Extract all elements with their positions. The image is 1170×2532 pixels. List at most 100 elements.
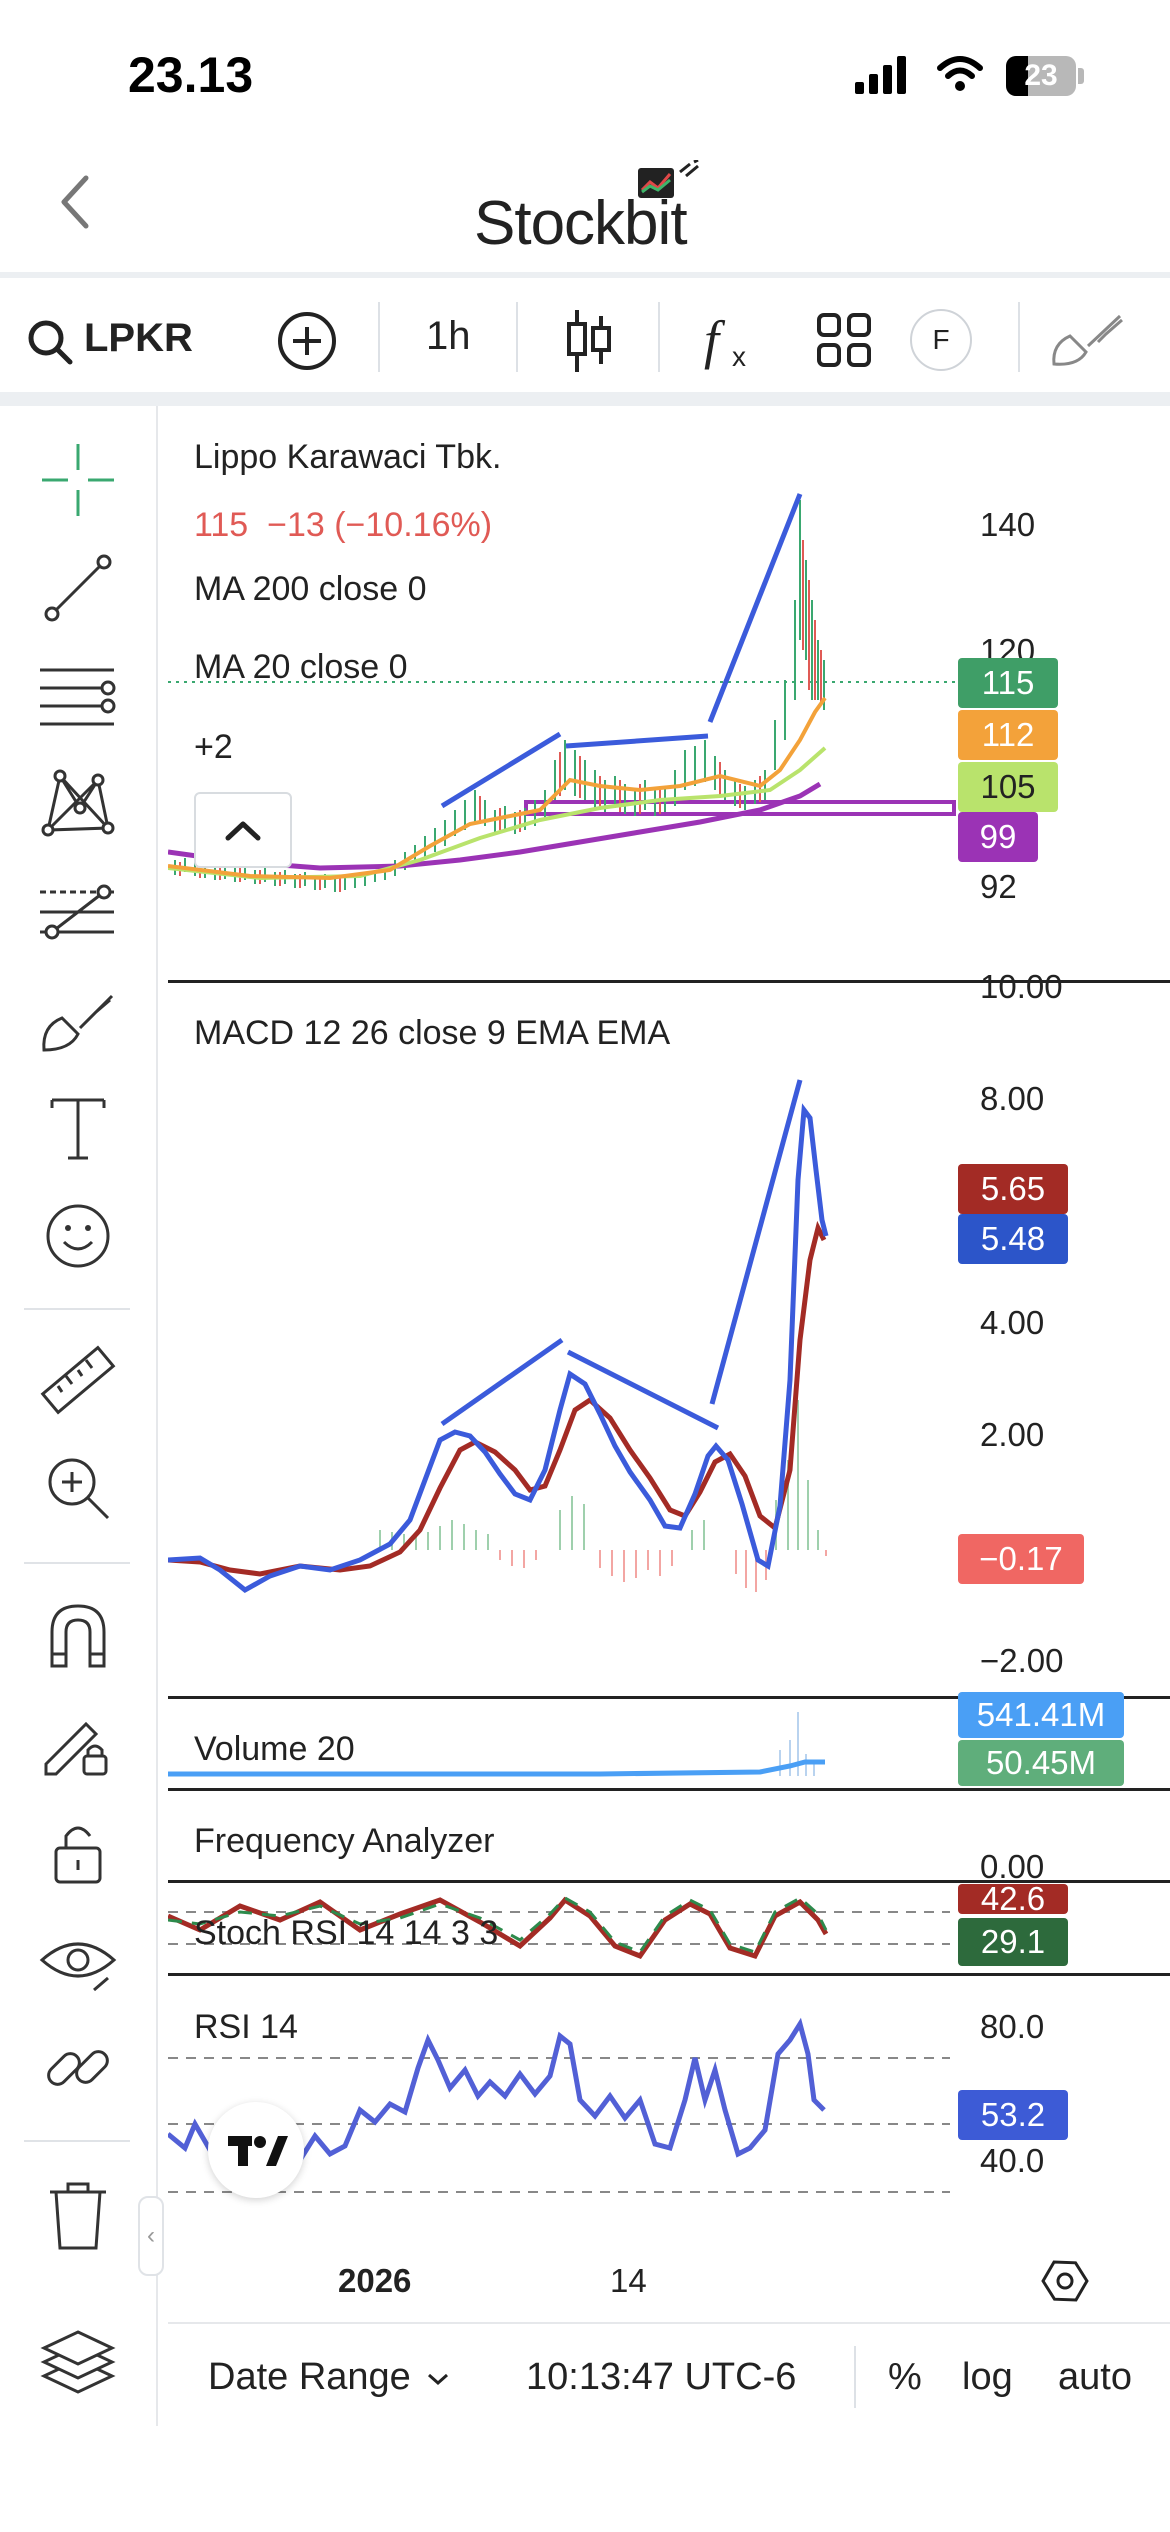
rsi-value-badge: 53.2 [958, 2090, 1068, 2140]
unlock-icon[interactable] [38, 1812, 118, 1892]
percent-scale-button[interactable]: % [888, 2356, 922, 2398]
lock-drawing-icon[interactable] [38, 1704, 118, 1784]
macd-value-badge: 5.48 [958, 1214, 1068, 1264]
back-button[interactable] [56, 172, 96, 237]
signal-icon [855, 56, 915, 101]
wifi-icon [935, 54, 985, 99]
header-divider [0, 272, 1170, 278]
sidebar-divider [24, 2140, 130, 2142]
logo-text: Stockbit [474, 189, 688, 258]
drawing-brush-button[interactable] [1048, 310, 1128, 375]
time-axis-label: 14 [610, 2262, 647, 2299]
layout-grid-button[interactable] [816, 312, 872, 373]
tradingview-logo[interactable] [208, 2102, 304, 2198]
fundamental-f-button[interactable]: F [910, 309, 972, 371]
price-badge-ma-orange: 112 [958, 710, 1058, 760]
ma20-legend: MA 20 close 0 [194, 648, 408, 686]
macd-axis-label: 4.00 [980, 1304, 1045, 1341]
volume-bars [779, 1712, 815, 1776]
rsi-axis-label: 80.0 [980, 2008, 1045, 2045]
svg-text:f: f [704, 310, 726, 370]
price-axis-label: 92 [980, 868, 1017, 905]
trendline [709, 1079, 803, 1405]
fibonacci-icon[interactable] [38, 872, 118, 952]
compare-add-button[interactable] [276, 310, 338, 377]
date-range-dropdown[interactable]: Date Range [208, 2356, 453, 2399]
stoch-d-line [168, 1896, 829, 1960]
ticker-label: LPKR [84, 316, 193, 360]
price-badge-ma-purple: 99 [958, 812, 1038, 862]
crosshair-icon[interactable] [38, 440, 118, 520]
rsi-title: RSI 14 [194, 2008, 298, 2046]
price-axis-label: 140 [980, 506, 1036, 543]
volume-badge: 541.41M [958, 1692, 1124, 1738]
brush-icon[interactable] [38, 980, 118, 1060]
collapse-sidebar-handle[interactable]: ‹ [138, 2196, 164, 2276]
volume-ma-badge: 50.45M [958, 1740, 1124, 1786]
search-icon [28, 320, 73, 365]
sidebar-divider [24, 1308, 130, 1310]
collapse-legend-button[interactable] [194, 792, 292, 868]
trendline [440, 731, 562, 809]
link-icon[interactable] [38, 2028, 118, 2108]
price-quote: 115 −13 (−10.16%) [194, 506, 493, 544]
svg-text:x: x [732, 341, 746, 372]
chart-settings-button[interactable] [1040, 2256, 1090, 2311]
horizontal-lines-icon[interactable] [38, 656, 118, 736]
log-scale-button[interactable]: log [962, 2356, 1013, 2398]
macd-line [168, 1103, 829, 1594]
trendline [566, 1349, 720, 1431]
stoch-k-line [168, 1896, 828, 1954]
date-range-label: Date Range [208, 2356, 411, 2398]
trend-line-icon[interactable] [38, 548, 118, 628]
text-tool-icon[interactable] [38, 1088, 118, 1168]
interval-button[interactable]: 1h [426, 314, 471, 358]
trash-icon[interactable] [38, 2176, 118, 2256]
pane-separator [168, 1696, 1170, 1699]
auto-scale-button[interactable]: auto [1058, 2356, 1132, 2398]
toolbar-separator [1018, 302, 1020, 372]
volume-title: Volume 20 [194, 1730, 355, 1768]
eye-icon[interactable] [38, 1920, 118, 2000]
trendline [707, 493, 803, 723]
magnet-icon[interactable] [38, 1596, 118, 1676]
macd-axis-label: 2.00 [980, 1416, 1045, 1453]
frequency-axis-label: 0.00 [980, 1848, 1045, 1885]
ma-line-orange [168, 696, 827, 881]
pane-separator [168, 980, 1170, 983]
chevron-down-icon [428, 2373, 449, 2386]
macd-signal-line [168, 1220, 827, 1577]
bottom-separator [854, 2346, 856, 2408]
price-badge-last: 115 [958, 658, 1058, 708]
bottom-bar-divider [168, 2322, 1170, 2324]
toolbar-separator [378, 302, 380, 372]
status-time: 23.13 [128, 47, 254, 103]
toolbar-separator [658, 302, 660, 372]
pane-separator [168, 1973, 1170, 1976]
ma200-legend: MA 200 close 0 [194, 570, 427, 608]
drawing-sidebar [0, 406, 158, 2426]
macd-histogram-badge: −0.17 [958, 1534, 1084, 1584]
hexagon-settings-icon [1041, 2260, 1089, 2302]
stockbit-logo: Stockbit [474, 160, 714, 260]
stock-name: Lippo Karawaci Tbk. [194, 438, 502, 476]
emoji-icon[interactable] [38, 1196, 118, 1276]
stoch-k-badge: 29.1 [958, 1918, 1068, 1966]
price-badge-ma-lightgreen: 105 [958, 762, 1058, 812]
chevron-up-icon [225, 821, 261, 841]
candlestick-chart-type-button[interactable] [566, 306, 612, 381]
pane-separator [168, 1880, 1170, 1883]
chart-clock: 10:13:47 UTC-6 [526, 2356, 797, 2398]
layers-icon[interactable] [38, 2320, 118, 2400]
ruler-icon[interactable] [38, 1340, 118, 1420]
macd-axis-label: −2.00 [980, 1642, 1064, 1679]
chart-canvas[interactable] [168, 406, 1170, 2322]
f-label: F [932, 324, 950, 355]
toolbar-separator [516, 302, 518, 372]
pattern-tool-icon[interactable] [38, 764, 118, 844]
zoom-in-icon[interactable] [38, 1448, 118, 1528]
more-indicators-label[interactable]: +2 [194, 728, 233, 766]
stoch-rsi-title: Stoch RSI 14 14 3 3 [194, 1914, 499, 1952]
macd-title: MACD 12 26 close 9 EMA EMA [194, 1014, 671, 1052]
